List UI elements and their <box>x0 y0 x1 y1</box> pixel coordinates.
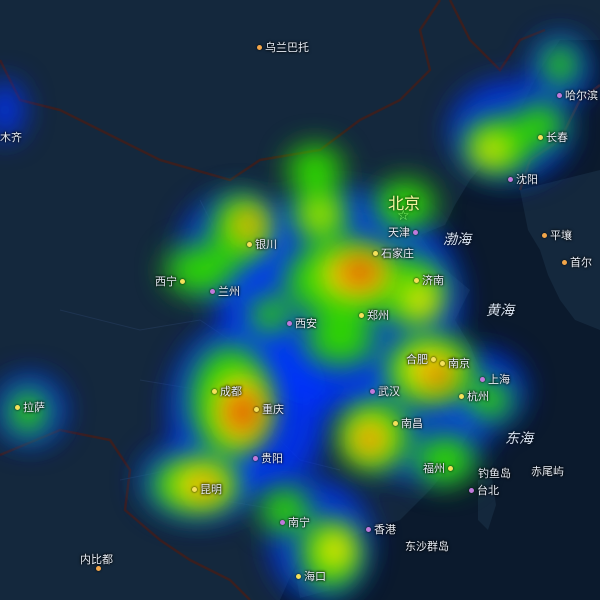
city-diaoyu[interactable]: 钓鱼岛 <box>478 467 511 480</box>
dot-icon <box>469 487 474 493</box>
sea-label-yellow-sea: 黄海 <box>486 303 514 319</box>
dot-icon <box>448 465 453 471</box>
dot-icon <box>96 566 101 571</box>
dot-icon <box>373 250 378 256</box>
dot-icon <box>393 420 398 426</box>
dot-icon <box>257 44 262 50</box>
city-chiwei[interactable]: 赤尾屿 <box>531 465 564 478</box>
city-haikou[interactable]: 海口 <box>296 568 326 584</box>
city-naypyidaw[interactable]: 内比都 <box>80 553 113 566</box>
city-zhengzhou[interactable]: 郑州 <box>359 307 389 323</box>
city-hefei[interactable]: 合肥 <box>406 351 436 367</box>
city-naypyidaw-dot <box>96 566 101 571</box>
city-harbin[interactable]: 哈尔滨 <box>557 87 598 103</box>
sea-label-bohai: 渤海 <box>443 232 471 248</box>
dot-icon <box>440 360 445 366</box>
dot-icon <box>431 356 436 362</box>
city-taipei[interactable]: 台北 <box>469 482 499 498</box>
city-tianjin[interactable]: 天津 <box>388 224 418 240</box>
city-nanning[interactable]: 南宁 <box>280 514 310 530</box>
city-shijiazhuang[interactable]: 石家庄 <box>373 245 414 261</box>
dot-icon <box>459 393 464 399</box>
city-lanzhou[interactable]: 兰州 <box>210 283 240 299</box>
dot-icon <box>212 388 217 394</box>
city-kunming[interactable]: 昆明 <box>192 481 222 497</box>
dot-icon <box>359 312 364 318</box>
city-nanchang[interactable]: 南昌 <box>393 415 423 431</box>
dot-icon <box>562 259 567 265</box>
dot-icon <box>508 176 513 182</box>
city-chongqing[interactable]: 重庆 <box>254 401 284 417</box>
city-changchun[interactable]: 长春 <box>538 129 568 145</box>
dot-icon <box>280 519 285 525</box>
city-urumqi[interactable]: 木齐 <box>0 131 22 144</box>
city-shanghai[interactable]: 上海 <box>480 371 510 387</box>
land-korea <box>520 170 600 330</box>
city-fuzhou[interactable]: 福州 <box>423 460 453 476</box>
dot-icon <box>542 232 547 238</box>
capital-label: 北京 <box>388 194 421 213</box>
dot-icon <box>413 229 418 235</box>
dot-icon <box>180 278 185 284</box>
dot-icon <box>210 288 215 294</box>
city-nanjing[interactable]: 南京 <box>440 355 470 371</box>
city-ulaanbaatar[interactable]: 乌兰巴托 <box>257 39 309 55</box>
city-guiyang[interactable]: 贵阳 <box>253 450 283 466</box>
dot-icon <box>296 573 301 579</box>
dot-icon <box>254 406 259 412</box>
city-hangzhou[interactable]: 杭州 <box>459 388 489 404</box>
city-hongkong[interactable]: 香港 <box>366 521 396 537</box>
city-xining[interactable]: 西宁 <box>155 273 185 289</box>
city-chengdu[interactable]: 成都 <box>212 383 242 399</box>
dot-icon <box>370 388 375 394</box>
dot-icon <box>480 376 485 382</box>
sea-label-east-sea: 东海 <box>505 431 533 447</box>
dot-icon <box>557 92 562 98</box>
city-wuhan[interactable]: 武汉 <box>370 383 400 399</box>
dot-icon <box>538 134 543 140</box>
city-xian[interactable]: 西安 <box>287 315 317 331</box>
city-pyongyang[interactable]: 平壤 <box>542 227 572 243</box>
city-dongsha[interactable]: 东沙群岛 <box>405 540 449 553</box>
city-yinchuan[interactable]: 银川 <box>247 236 277 252</box>
dot-icon <box>253 455 258 461</box>
dot-icon <box>15 404 20 410</box>
city-shenyang[interactable]: 沈阳 <box>508 171 538 187</box>
dot-icon <box>366 526 371 532</box>
dot-icon <box>247 241 252 247</box>
heat-layer-peak <box>195 216 450 496</box>
star-icon: ☆ <box>397 208 410 224</box>
city-seoul[interactable]: 首尔 <box>562 254 592 270</box>
dot-icon <box>192 486 197 492</box>
dot-icon <box>414 277 419 283</box>
dot-icon <box>287 320 292 326</box>
land-taiwan <box>478 478 496 530</box>
city-lhasa[interactable]: 拉萨 <box>15 399 45 415</box>
city-jinan[interactable]: 济南 <box>414 272 444 288</box>
